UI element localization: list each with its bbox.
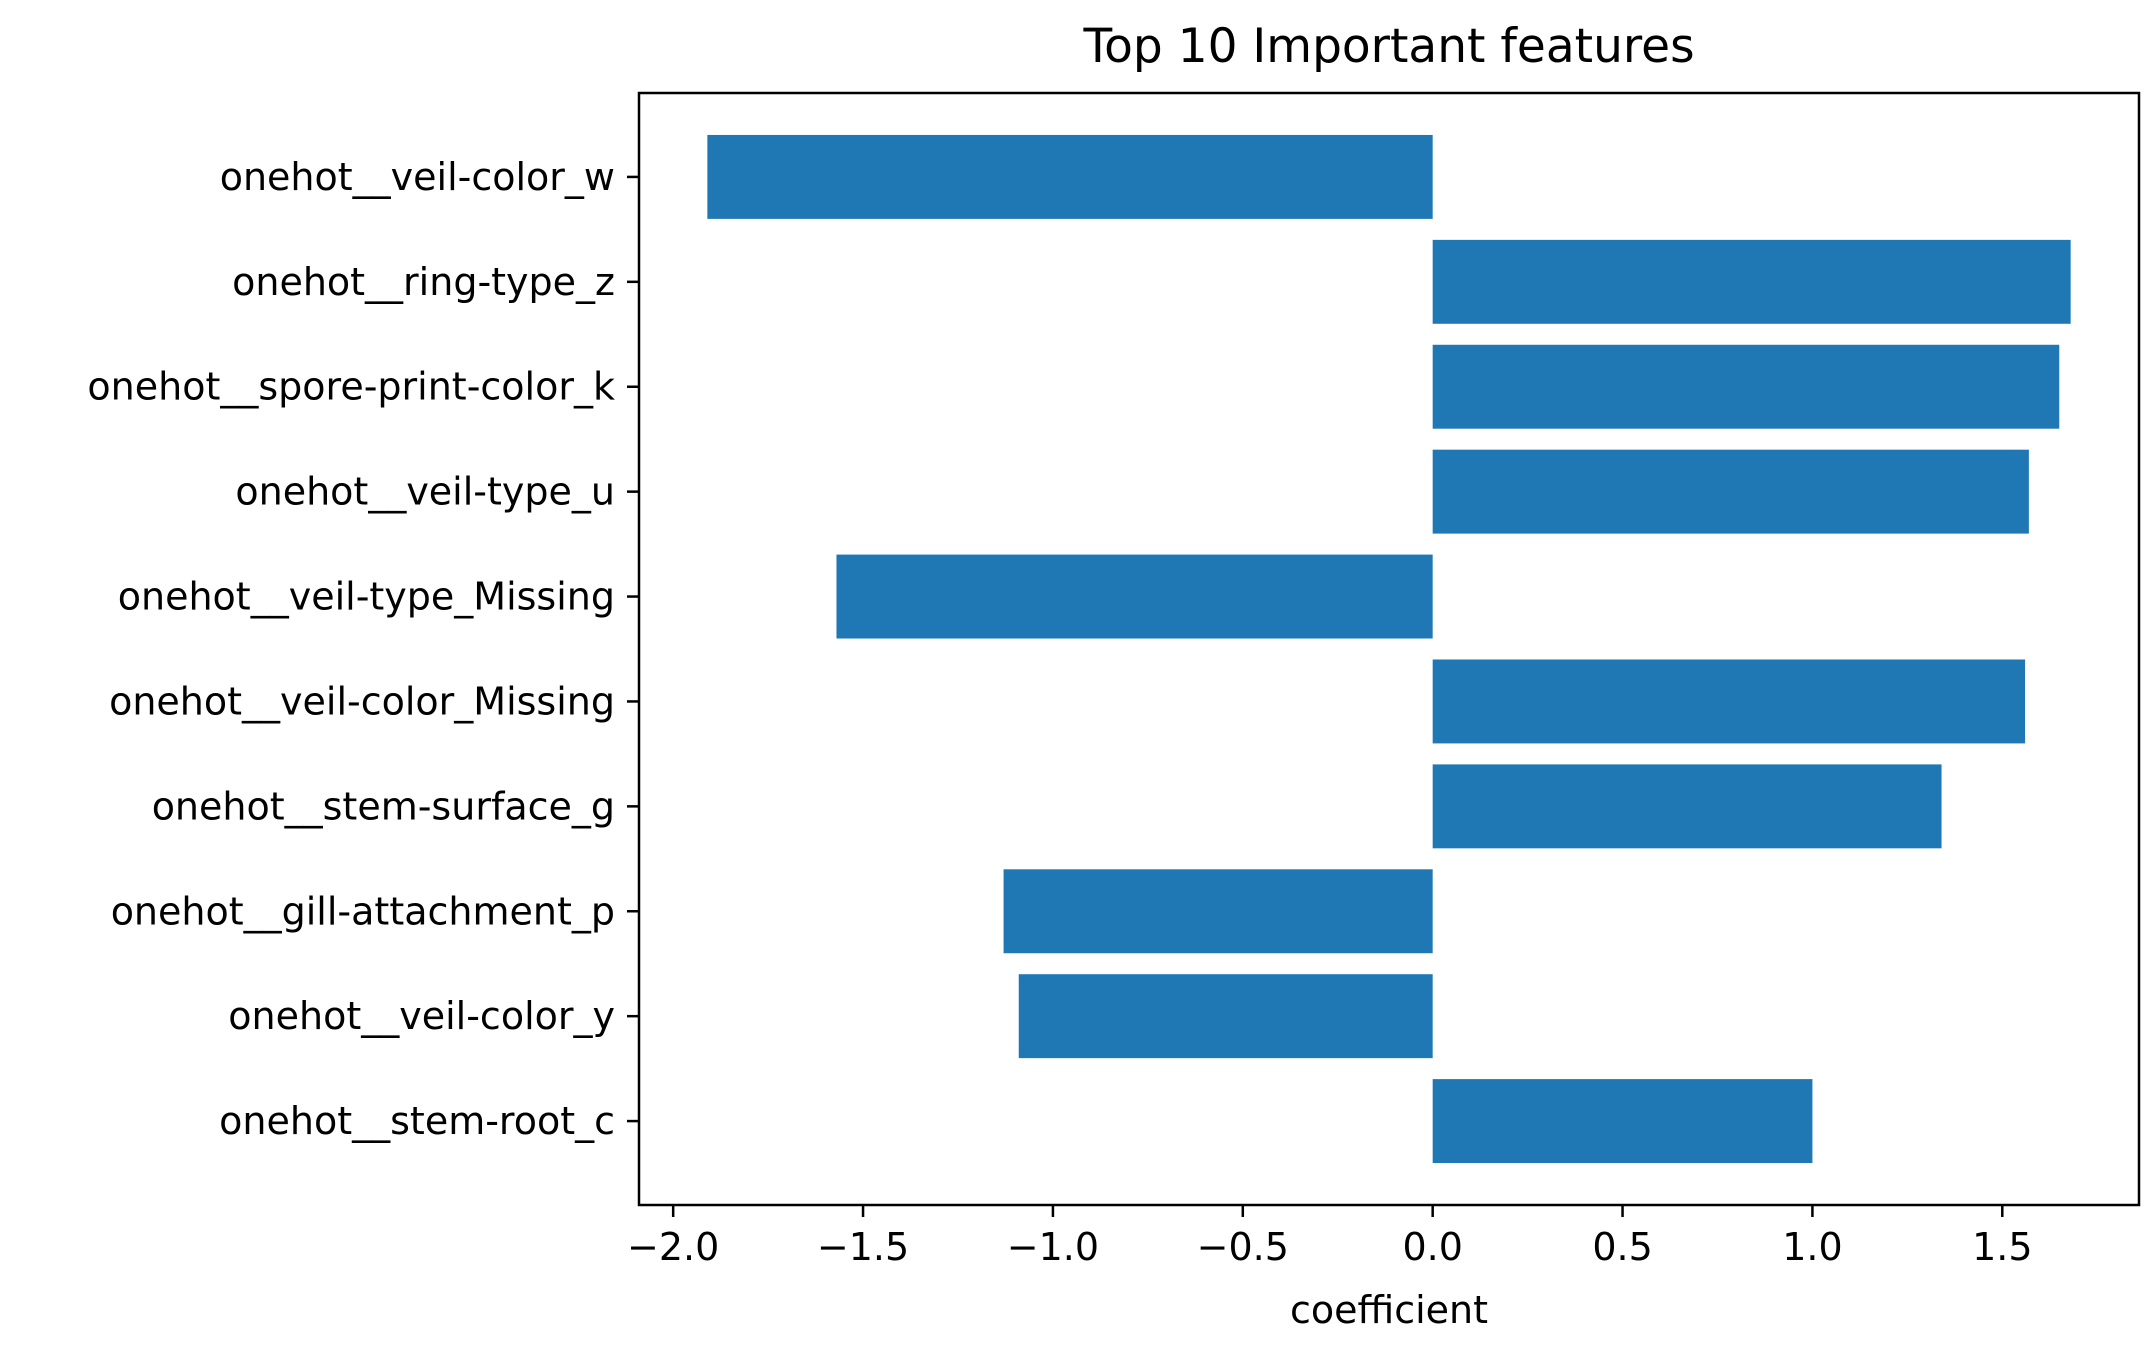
x-tick-label-7: 1.5 xyxy=(1972,1225,2032,1269)
bar-2 xyxy=(1432,344,2060,429)
x-tick-label-2: −1.0 xyxy=(1007,1225,1099,1269)
bars-group xyxy=(707,134,2071,1164)
x-tick-label-1: −1.5 xyxy=(817,1225,909,1269)
x-axis: −2.0 −1.5 −1.0 −0.5 0.0 0.5 1.0 1.5 xyxy=(627,1205,2033,1269)
y-tick-label-0: onehot__veil-color_w xyxy=(220,155,615,199)
y-tick-label-4: onehot__veil-type_Missing xyxy=(118,575,615,619)
bar-0 xyxy=(707,134,1433,219)
bar-3 xyxy=(1432,449,2029,534)
y-tick-label-2: onehot__spore-print-color_k xyxy=(87,365,615,409)
plot-frame xyxy=(637,91,2141,1207)
x-tick-label-0: −2.0 xyxy=(627,1225,719,1269)
y-tick-label-5: onehot__veil-color_Missing xyxy=(109,679,615,723)
bar-7 xyxy=(1003,869,1433,954)
x-tick-label-5: 0.5 xyxy=(1592,1225,1652,1269)
bar-6 xyxy=(1432,764,1942,849)
chart-title: Top 10 Important features xyxy=(1082,19,1694,74)
x-tick-label-6: 1.0 xyxy=(1782,1225,1842,1269)
y-tick-label-1: onehot__ring-type_z xyxy=(232,260,615,304)
bar-4 xyxy=(836,554,1433,639)
y-axis: onehot__veil-color_w onehot__ring-type_zo… xyxy=(87,155,639,1143)
y-tick-label-9: onehot__stem-root_c xyxy=(219,1099,615,1143)
y-tick-label-7: onehot__gill-attachment_p xyxy=(111,889,615,933)
y-tick-label-3: onehot__veil-type_u xyxy=(235,470,615,514)
bar-9 xyxy=(1432,1079,1813,1164)
bar-1 xyxy=(1432,239,2071,324)
x-axis-label: coefficient xyxy=(1290,1288,1488,1332)
y-tick-label-8: onehot__veil-color_y xyxy=(228,994,615,1038)
bar-5 xyxy=(1432,659,2026,744)
y-tick-label-6: onehot__stem-surface_g xyxy=(152,784,615,828)
bar-8 xyxy=(1018,974,1433,1059)
x-tick-label-4: 0.0 xyxy=(1402,1225,1462,1269)
x-tick-label-3: −0.5 xyxy=(1197,1225,1289,1269)
